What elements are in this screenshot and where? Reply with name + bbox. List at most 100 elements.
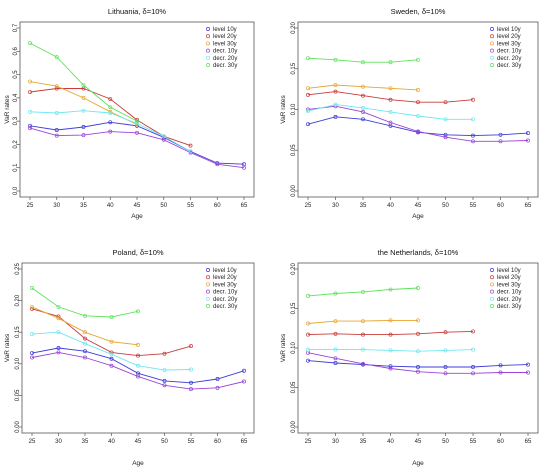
data-point	[443, 365, 448, 369]
x-tick-label: 50	[442, 439, 449, 445]
series-line	[29, 121, 245, 165]
data-point	[361, 109, 365, 114]
legend-marker	[206, 63, 210, 67]
data-point	[28, 79, 32, 84]
x-tick-label: 35	[82, 439, 89, 445]
data-point	[333, 102, 338, 107]
data-point	[443, 348, 448, 353]
x-tick-label: 25	[29, 439, 36, 445]
x-tick-label: 25	[27, 203, 34, 209]
legend-marker	[490, 275, 494, 280]
series-level-30y	[30, 304, 140, 347]
data-point	[333, 347, 338, 352]
data-point	[416, 286, 420, 290]
legend-marker	[490, 55, 494, 60]
data-point	[333, 291, 338, 296]
y-tick-label: 0.0	[13, 186, 19, 195]
x-axis-label: Age	[412, 213, 424, 220]
data-point	[388, 332, 393, 337]
x-tick-label: 65	[241, 439, 248, 445]
data-point	[135, 119, 139, 124]
series-decr-30y	[28, 41, 139, 124]
data-point	[361, 319, 365, 324]
chart-title: the Netherlands, δ=10%	[378, 248, 459, 257]
x-axis-label: Age	[412, 460, 424, 467]
data-point	[333, 57, 338, 62]
x-tick-label: 60	[214, 203, 221, 209]
data-point	[108, 129, 113, 134]
legend-entry: level 20y	[497, 34, 521, 40]
data-point	[471, 365, 475, 369]
data-point	[388, 287, 393, 292]
series-level-30y	[306, 83, 420, 92]
data-point	[333, 331, 338, 336]
y-tick-label: 0.10	[15, 357, 21, 369]
data-point	[242, 368, 246, 373]
data-point	[471, 347, 475, 352]
y-tick-label: 0.10	[291, 342, 297, 354]
data-point	[81, 83, 86, 88]
legend-entry: level 30y	[213, 41, 237, 47]
data-point	[388, 109, 393, 114]
y-tick-label: 0.05	[15, 389, 21, 401]
data-point	[443, 100, 448, 105]
legend-marker	[206, 275, 210, 280]
data-point	[189, 380, 193, 385]
data-point	[416, 365, 420, 369]
data-point	[56, 330, 61, 335]
data-point	[471, 97, 475, 102]
series-line	[307, 360, 529, 368]
series-level-10y	[306, 114, 530, 138]
data-point	[30, 286, 34, 290]
data-point	[136, 363, 140, 368]
legend-entry: level 10y	[213, 268, 237, 274]
y-tick-label: 0.3	[13, 116, 19, 125]
data-point	[136, 342, 140, 347]
chart-panel-2: Sweden, δ=10% 25 30 35 40 45 50 55 60 65 0.00 0.05 0…	[280, 7, 539, 220]
legend-entry: level 10y	[497, 27, 521, 33]
y-tick-label: 0.2	[13, 140, 19, 149]
legend-marker	[206, 55, 210, 60]
data-point	[54, 133, 59, 138]
x-tick-label: 25	[305, 203, 312, 209]
data-point	[306, 293, 310, 298]
series-decr-20y	[30, 330, 193, 373]
series-line	[29, 127, 245, 169]
data-point	[443, 117, 448, 122]
y-tick-label: 0.15	[291, 62, 297, 74]
x-tick-label: 30	[55, 439, 62, 445]
data-point	[30, 332, 34, 337]
data-point	[361, 332, 365, 337]
data-point	[416, 100, 420, 105]
data-point	[361, 60, 365, 65]
legend-marker	[490, 289, 494, 294]
data-point	[136, 309, 140, 314]
legend-marker	[490, 48, 494, 53]
data-point	[135, 130, 139, 135]
data-point	[361, 117, 365, 122]
series-level-20y	[306, 89, 475, 105]
data-point	[28, 109, 32, 114]
data-point	[526, 131, 530, 136]
legend-entry: level 30y	[497, 41, 521, 47]
legend-entry: decr. 30y	[497, 304, 521, 310]
legend-marker	[206, 268, 210, 272]
legend-marker	[206, 27, 210, 31]
series-line	[31, 351, 245, 390]
series-line	[308, 349, 474, 352]
x-tick-label: 60	[497, 203, 504, 209]
y-tick-label: 0.6	[13, 46, 19, 55]
x-tick-label: 45	[135, 439, 142, 445]
data-point	[30, 351, 34, 356]
data-point	[108, 120, 113, 125]
data-point	[443, 371, 448, 376]
x-tick-label: 55	[470, 203, 477, 209]
data-point	[333, 361, 338, 365]
legend-marker	[206, 282, 210, 287]
x-tick-label: 55	[187, 203, 194, 209]
x-tick-label: 65	[525, 203, 532, 209]
legend-marker	[206, 296, 210, 301]
data-point	[361, 93, 365, 98]
